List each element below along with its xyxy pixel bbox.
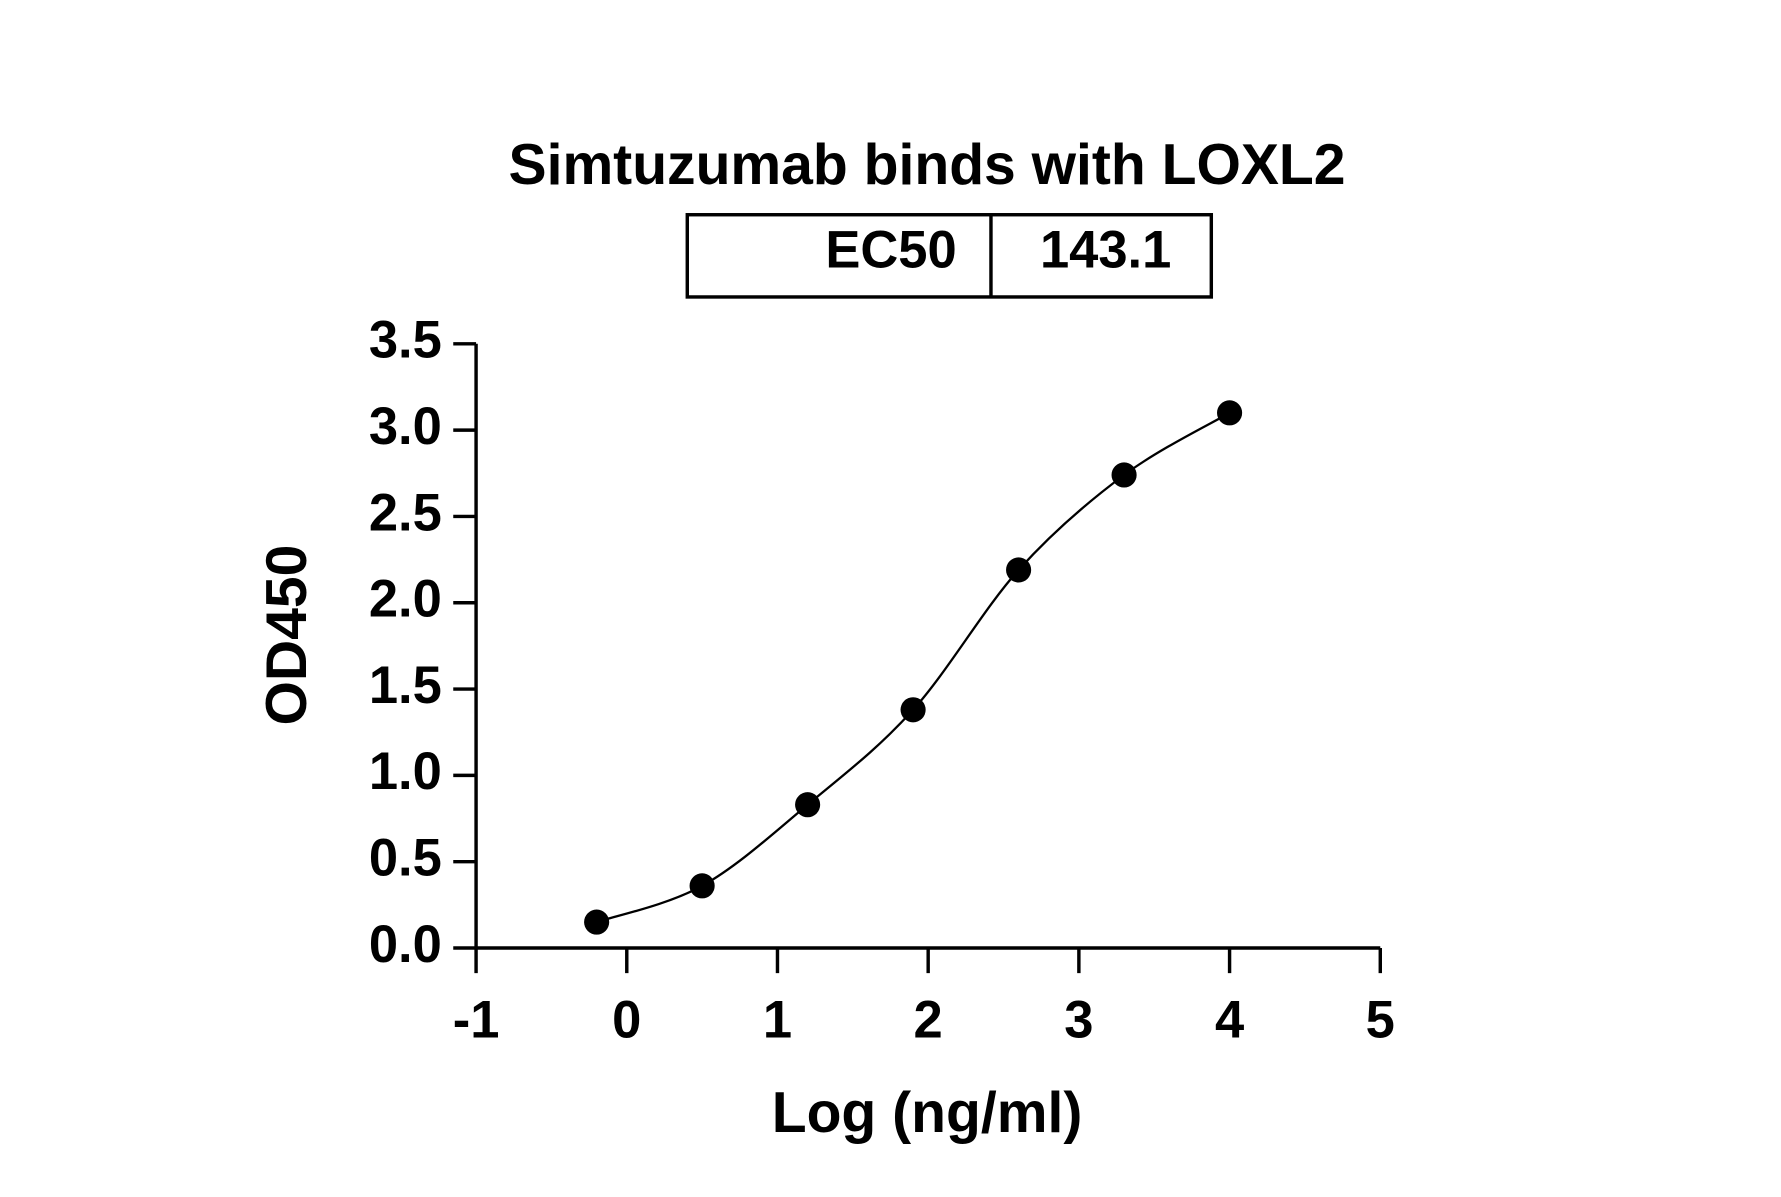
y-tick-label: 2.0 [369,570,442,629]
y-tick-label: 0.5 [369,829,442,888]
data-point [795,792,821,818]
y-tick-label: 3.0 [369,397,442,456]
data-point [900,697,926,723]
y-tick-label: 3.5 [369,311,442,370]
ec50-table [685,213,1214,299]
x-tick-label: 4 [1215,990,1244,1049]
chart-title: Simtuzumab binds with LOXL2 [509,133,1346,197]
y-tick-label: 0.0 [369,915,442,974]
y-tick-label: 1.0 [369,742,442,801]
x-tick-label: 5 [1366,990,1395,1049]
y-axis-label: OD450 [255,545,319,726]
fit-curve [596,411,1231,924]
data-point [1217,400,1243,426]
y-tick-label: 2.5 [369,483,442,542]
x-tick-label: 1 [763,990,792,1049]
y-tick-label: 1.5 [369,656,442,715]
data-point [1006,557,1032,583]
data-point [1111,462,1137,488]
x-tick-label: 2 [914,990,943,1049]
data-point [584,909,610,935]
x-tick-label: -1 [453,990,500,1049]
ec50-value: 143.1 [1040,220,1171,279]
x-tick-label: 3 [1064,990,1093,1049]
ec50-label: EC50 [825,220,956,279]
x-tick-label: 0 [612,990,641,1049]
x-axis-label: Log (ng/ml) [772,1081,1083,1145]
data-point [689,873,715,899]
